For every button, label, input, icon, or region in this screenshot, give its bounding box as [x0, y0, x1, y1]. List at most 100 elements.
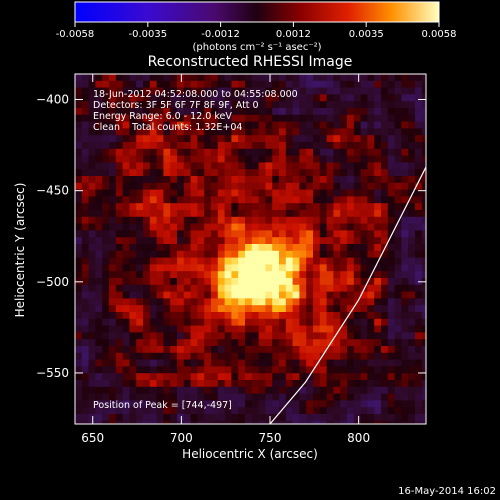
heatmap-cell: [401, 74, 409, 82]
heatmap-cell: [313, 332, 321, 340]
heatmap-cell: [347, 298, 355, 306]
heatmap-cell: [75, 346, 83, 354]
heatmap-cell: [347, 318, 355, 327]
heatmap-cell: [319, 169, 328, 177]
heatmap-cell: [299, 80, 307, 89]
heatmap-cell: [170, 176, 178, 184]
heatmap-cell: [279, 250, 287, 259]
heatmap-cell: [245, 128, 253, 136]
heatmap-cell: [149, 386, 158, 395]
heatmap-cell: [421, 142, 426, 150]
heatmap-cell: [306, 74, 314, 82]
heatmap-cell: [163, 230, 171, 238]
y-tick-label: −550: [36, 366, 69, 380]
heatmap-cell: [136, 257, 144, 265]
heatmap-cell: [306, 400, 314, 408]
heatmap-cell: [204, 108, 212, 116]
heatmap-cell: [224, 346, 232, 354]
heatmap-cell: [238, 87, 246, 95]
heatmap-cell: [353, 223, 362, 231]
heatmap-cell: [394, 305, 402, 313]
heatmap-cell: [109, 101, 117, 109]
heatmap-cell: [190, 128, 198, 136]
heatmap-cell: [258, 203, 266, 211]
heatmap-cell: [306, 223, 314, 231]
heatmap-cell: [313, 216, 321, 225]
heatmap-cell: [163, 250, 171, 259]
heatmap-cell: [122, 264, 130, 272]
heatmap-cell: [129, 80, 137, 89]
heatmap-cell: [333, 142, 341, 150]
heatmap-cell: [381, 284, 389, 293]
heatmap-cell: [136, 352, 144, 361]
heatmap-cell: [381, 312, 389, 320]
heatmap-cell: [163, 128, 171, 136]
heatmap-cell: [360, 182, 368, 191]
heatmap-cell: [251, 386, 260, 395]
heatmap-cell: [299, 278, 307, 286]
heatmap-cell: [217, 250, 226, 259]
heatmap-cell: [211, 380, 219, 388]
heatmap-cell: [231, 352, 239, 361]
heatmap-cell: [326, 237, 334, 245]
heatmap-cell: [251, 196, 260, 204]
heatmap-cell: [177, 74, 185, 82]
heatmap-cell: [102, 196, 110, 204]
heatmap-cell: [115, 155, 124, 163]
heatmap-cell: [170, 101, 178, 109]
heatmap-cell: [394, 80, 402, 89]
heatmap-cell: [258, 155, 266, 163]
heatmap-cell: [163, 87, 171, 95]
heatmap-cell: [177, 366, 185, 374]
heatmap-cell: [251, 298, 260, 306]
heatmap-cell: [149, 142, 158, 150]
heatmap-cell: [75, 169, 83, 177]
heatmap-cell: [333, 400, 341, 408]
heatmap-cell: [333, 87, 341, 95]
heatmap-cell: [333, 176, 341, 184]
heatmap-cell: [292, 359, 300, 367]
heatmap-cell: [136, 380, 144, 388]
heatmap-cell: [115, 352, 124, 361]
heatmap-cell: [197, 135, 205, 143]
heatmap-cell: [340, 108, 348, 116]
heatmap-cell: [122, 121, 130, 129]
heatmap-cell: [347, 325, 355, 333]
heatmap-cell: [129, 121, 137, 129]
heatmap-cell: [313, 210, 321, 218]
heatmap-cell: [313, 196, 321, 204]
heatmap-cell: [279, 373, 287, 381]
heatmap-cell: [279, 339, 287, 347]
heatmap-cell: [88, 176, 96, 184]
heatmap-cell: [143, 359, 151, 367]
heatmap-cell: [381, 420, 389, 424]
heatmap-cell: [313, 94, 321, 102]
heatmap-cell: [313, 101, 321, 109]
heatmap-cell: [245, 366, 253, 374]
heatmap-cell: [374, 271, 382, 279]
heatmap-cell: [360, 87, 368, 95]
heatmap-cell: [217, 189, 226, 197]
heatmap-cell: [258, 312, 266, 320]
info-line-time: 18-Jun-2012 04:52:08.000 to 04:55:08.000: [93, 89, 298, 100]
heatmap-cell: [333, 346, 341, 354]
heatmap-cell: [306, 339, 314, 347]
heatmap-cell: [177, 420, 185, 424]
heatmap-cell: [326, 87, 334, 95]
footer-timestamp: 16-May-2014 16:02: [398, 486, 496, 497]
heatmap-cell: [115, 420, 124, 424]
heatmap-cell: [190, 216, 198, 225]
heatmap-cell: [136, 114, 144, 123]
heatmap-cell: [81, 148, 90, 157]
heatmap-cell: [211, 162, 219, 170]
heatmap-cell: [183, 407, 192, 415]
heatmap-cell: [190, 325, 198, 333]
heatmap-cell: [190, 346, 198, 354]
heatmap-cell: [81, 312, 90, 320]
heatmap-cell: [313, 271, 321, 279]
heatmap-cell: [211, 148, 219, 157]
heatmap-cell: [136, 318, 144, 327]
heatmap-cell: [217, 230, 226, 238]
heatmap-cell: [415, 305, 423, 313]
heatmap-cell: [81, 128, 90, 136]
